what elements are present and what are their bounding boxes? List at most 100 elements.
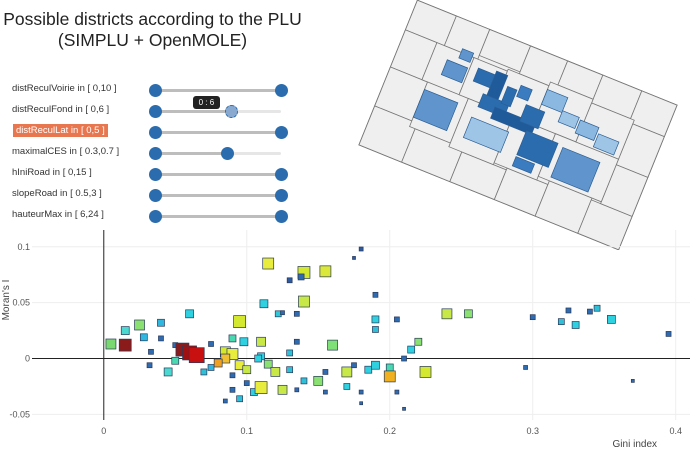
data-point[interactable] — [233, 315, 246, 328]
data-point[interactable] — [414, 337, 423, 346]
data-point[interactable] — [208, 341, 214, 347]
range-slider[interactable] — [149, 168, 288, 181]
data-point[interactable] — [300, 377, 308, 385]
data-point[interactable] — [213, 358, 223, 368]
data-point[interactable] — [593, 304, 601, 312]
slider-handle-max[interactable] — [220, 147, 234, 160]
data-point[interactable] — [286, 366, 294, 374]
data-point[interactable] — [148, 348, 154, 355]
data-point[interactable] — [163, 367, 173, 377]
building[interactable] — [516, 130, 559, 168]
data-point[interactable] — [394, 316, 400, 323]
slider-handle-max[interactable] — [275, 168, 288, 181]
data-point[interactable] — [286, 277, 293, 284]
data-point[interactable] — [254, 354, 263, 363]
data-point[interactable] — [571, 321, 580, 329]
data-point[interactable] — [343, 383, 351, 390]
slider-handle-min[interactable] — [149, 210, 162, 223]
data-point[interactable] — [565, 307, 572, 314]
data-point[interactable] — [118, 338, 132, 352]
data-point[interactable] — [222, 398, 228, 404]
data-point[interactable] — [341, 366, 353, 378]
slider-handle-min[interactable] — [149, 147, 162, 160]
data-point[interactable] — [371, 360, 380, 370]
data-point[interactable] — [259, 299, 269, 309]
data-point[interactable] — [239, 337, 249, 347]
data-point[interactable] — [242, 365, 252, 375]
data-point[interactable] — [228, 334, 237, 343]
data-point[interactable] — [529, 314, 536, 321]
data-point[interactable] — [323, 389, 328, 395]
data-point[interactable] — [277, 384, 288, 395]
building[interactable] — [458, 48, 475, 63]
slider-handle-max[interactable] — [275, 189, 288, 202]
building[interactable] — [462, 116, 510, 153]
data-point[interactable] — [372, 291, 379, 298]
building[interactable] — [557, 110, 580, 129]
data-point[interactable] — [234, 360, 245, 371]
data-point[interactable] — [372, 326, 379, 333]
data-point[interactable] — [229, 372, 236, 379]
data-point[interactable] — [262, 257, 275, 270]
building[interactable] — [574, 119, 600, 141]
data-point[interactable] — [286, 349, 294, 357]
range-slider[interactable] — [149, 189, 288, 202]
data-point[interactable] — [297, 273, 305, 281]
data-point[interactable] — [294, 387, 300, 393]
data-point[interactable] — [402, 406, 406, 411]
data-point[interactable] — [146, 362, 153, 369]
building[interactable] — [500, 85, 518, 108]
building[interactable] — [440, 59, 469, 84]
data-point[interactable] — [407, 345, 416, 354]
slider-handle-min[interactable] — [149, 189, 162, 202]
data-point[interactable] — [630, 379, 635, 383]
data-point[interactable] — [236, 395, 243, 403]
building[interactable] — [511, 156, 536, 174]
data-point[interactable] — [139, 333, 148, 342]
data-point[interactable] — [280, 310, 285, 316]
data-point[interactable] — [134, 319, 145, 331]
data-point[interactable] — [188, 347, 205, 364]
data-point[interactable] — [358, 389, 364, 395]
data-point[interactable] — [401, 355, 407, 362]
building[interactable] — [516, 84, 533, 102]
slider-handle-min[interactable] — [149, 105, 162, 118]
slider-handle-min[interactable] — [149, 84, 162, 97]
data-point[interactable] — [298, 295, 310, 308]
building[interactable] — [550, 146, 601, 193]
data-point[interactable] — [207, 364, 215, 371]
data-point[interactable] — [319, 265, 332, 278]
slider-handle-min[interactable] — [149, 126, 162, 139]
data-point[interactable] — [358, 246, 364, 252]
data-point[interactable] — [293, 338, 300, 345]
data-point[interactable] — [120, 326, 130, 335]
data-point[interactable] — [220, 353, 231, 364]
data-point[interactable] — [557, 318, 565, 325]
data-point[interactable] — [256, 336, 266, 347]
data-point[interactable] — [254, 381, 268, 394]
data-point[interactable] — [419, 366, 432, 378]
data-point[interactable] — [587, 308, 593, 315]
data-point[interactable] — [359, 401, 363, 406]
data-point[interactable] — [313, 376, 324, 386]
data-point[interactable] — [157, 318, 165, 327]
data-point[interactable] — [385, 363, 394, 372]
district-map[interactable] — [320, 0, 690, 250]
data-point[interactable] — [352, 256, 356, 260]
scatter-plot[interactable]: 0 0.1 0.2 0.3 0.4 0.1 0.05 0 -0.05 Gini index Mora… — [0, 230, 696, 453]
data-point[interactable] — [243, 380, 250, 386]
data-point[interactable] — [394, 389, 400, 395]
data-point[interactable] — [105, 338, 117, 350]
data-point[interactable] — [607, 315, 616, 324]
slider-handle-min[interactable] — [149, 168, 162, 181]
slider-handle-max[interactable] — [275, 84, 288, 97]
data-point[interactable] — [383, 370, 396, 383]
range-slider[interactable] — [149, 84, 288, 97]
data-point[interactable] — [371, 315, 380, 324]
building[interactable] — [541, 88, 569, 113]
data-point[interactable] — [293, 310, 300, 317]
data-point[interactable] — [441, 308, 453, 320]
range-slider[interactable] — [149, 126, 288, 139]
data-point[interactable] — [171, 356, 180, 365]
data-point[interactable] — [523, 365, 528, 370]
